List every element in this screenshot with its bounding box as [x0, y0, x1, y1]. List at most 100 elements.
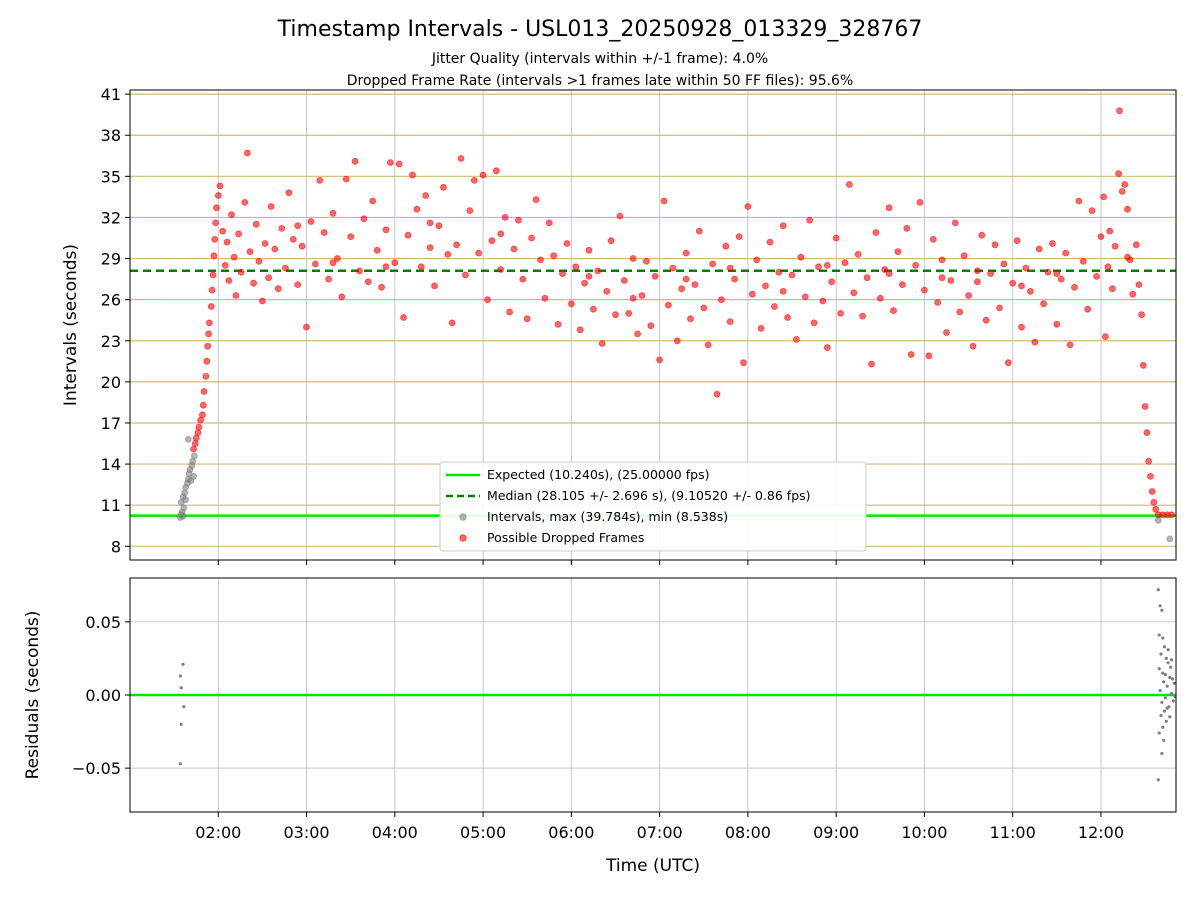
- dropped-frame-point: [643, 257, 650, 265]
- residuals-y-tick-label: −0.05: [72, 759, 121, 778]
- dropped-frame-point: [766, 238, 774, 246]
- dropped-frame-point: [1097, 233, 1105, 241]
- dropped-frame-point: [660, 197, 668, 205]
- dropped-frame-point: [444, 250, 452, 258]
- dropped-frame-point: [382, 263, 390, 271]
- dropped-frame-point: [1040, 300, 1047, 308]
- interval-point: [1154, 516, 1162, 524]
- dropped-frame-point: [629, 294, 637, 302]
- dropped-frame-point: [612, 311, 619, 319]
- dropped-frame-point: [303, 323, 310, 331]
- intervals-y-tick-label: 38: [101, 126, 121, 145]
- dropped-frame-point: [497, 230, 505, 238]
- dropped-frame-point: [342, 175, 350, 183]
- dropped-frame-point: [762, 282, 769, 290]
- dropped-frame-point: [211, 235, 219, 243]
- dropped-frame-point: [947, 277, 955, 284]
- residual-point: [1162, 709, 1167, 713]
- intervals-grid: [130, 90, 1176, 560]
- residual-point: [1158, 689, 1162, 693]
- dropped-frame-point: [1084, 305, 1092, 313]
- dropped-frame-point: [740, 359, 747, 367]
- interval-point: [1166, 535, 1174, 543]
- dropped-frame-point: [528, 234, 535, 242]
- interval-point: [181, 489, 189, 497]
- dropped-frame-point: [726, 318, 734, 326]
- dropped-frame-point: [598, 340, 606, 347]
- dropped-frame-point: [360, 215, 368, 223]
- dropped-frame-point: [797, 253, 805, 261]
- dropped-frame-point: [466, 207, 474, 215]
- dropped-frame-point: [479, 171, 487, 179]
- dropped-frame-point: [413, 205, 421, 213]
- residuals-y-tick-label: 0.00: [85, 686, 121, 705]
- residual-point: [1160, 608, 1164, 612]
- residual-point: [1170, 691, 1174, 696]
- dropped-frame-point: [801, 293, 809, 301]
- dropped-frame-point: [753, 256, 761, 264]
- dropped-frame-point: [237, 268, 245, 276]
- dropped-frame-point: [691, 281, 699, 289]
- dropped-frame-point: [890, 307, 897, 315]
- dropped-frame-point: [568, 300, 575, 308]
- legend-swatch-intervals: [459, 513, 467, 521]
- dropped-frame-point: [267, 203, 275, 210]
- dropped-frame-point: [488, 237, 496, 245]
- dropped-frame-point: [620, 277, 628, 284]
- dropped-frame-point: [1141, 403, 1149, 410]
- dropped-frame-point: [294, 222, 302, 230]
- dropped-frame-point: [278, 224, 286, 232]
- dropped-frame-point: [369, 197, 377, 205]
- legend-label-median: Median (28.105 +/- 2.696 s), (9.10520 +/…: [487, 488, 811, 503]
- dropped-frame-point: [378, 283, 386, 291]
- x-axis-label: Time (UTC): [605, 856, 700, 876]
- dropped-frame-point: [225, 277, 233, 284]
- dropped-frame-point: [204, 342, 212, 350]
- dropped-frame-point: [841, 259, 849, 267]
- dropped-frame-point: [863, 274, 871, 282]
- dropped-frame-point: [400, 314, 408, 321]
- dropped-frame-point: [252, 220, 260, 228]
- residual-point: [1165, 706, 1169, 710]
- dropped-frame-point: [1135, 281, 1143, 289]
- dropped-frame-point: [996, 304, 1003, 312]
- dropped-frame-point: [559, 270, 566, 278]
- dropped-frame-point: [1000, 260, 1008, 268]
- dropped-frame-point: [700, 304, 708, 312]
- x-tick-label: 03:00: [283, 823, 329, 842]
- dropped-frame-point: [1118, 187, 1126, 195]
- dropped-frame-point: [422, 192, 430, 199]
- dropped-frame-point: [823, 344, 831, 352]
- interval-point: [184, 435, 192, 443]
- dropped-frame-point: [987, 270, 994, 278]
- dropped-frame-point: [695, 227, 703, 235]
- dropped-frame-point: [859, 312, 866, 320]
- dropped-frame-point: [298, 242, 306, 250]
- dropped-frame-point: [678, 285, 686, 293]
- residual-point: [1166, 648, 1170, 652]
- residuals-points: [178, 588, 1177, 782]
- dropped-frame-point: [951, 219, 959, 227]
- dropped-frame-point: [195, 423, 203, 431]
- dropped-frame-point: [404, 231, 412, 239]
- residual-point: [1171, 699, 1175, 703]
- dropped-frame-point: [289, 235, 297, 243]
- x-tick-label: 02:00: [195, 823, 241, 842]
- dropped-frame-point: [550, 252, 558, 260]
- residual-point: [178, 674, 182, 678]
- dropped-frame-point: [1044, 268, 1052, 276]
- x-tick-label: 07:00: [637, 823, 683, 842]
- dropped-frame-point: [590, 305, 597, 313]
- residual-point: [1164, 719, 1168, 723]
- interval-point: [180, 504, 188, 512]
- residual-point: [1162, 680, 1166, 684]
- dropped-frame-point: [230, 253, 238, 261]
- dropped-frame-point: [364, 278, 372, 286]
- dropped-frame-point: [832, 234, 840, 242]
- dropped-frame-point: [532, 196, 540, 204]
- dropped-frame-point: [885, 204, 893, 212]
- intervals-y-tick-label: 17: [101, 414, 121, 433]
- dropped-frame-point: [194, 429, 202, 437]
- dropped-frame-point: [261, 240, 269, 247]
- residual-point: [182, 705, 186, 709]
